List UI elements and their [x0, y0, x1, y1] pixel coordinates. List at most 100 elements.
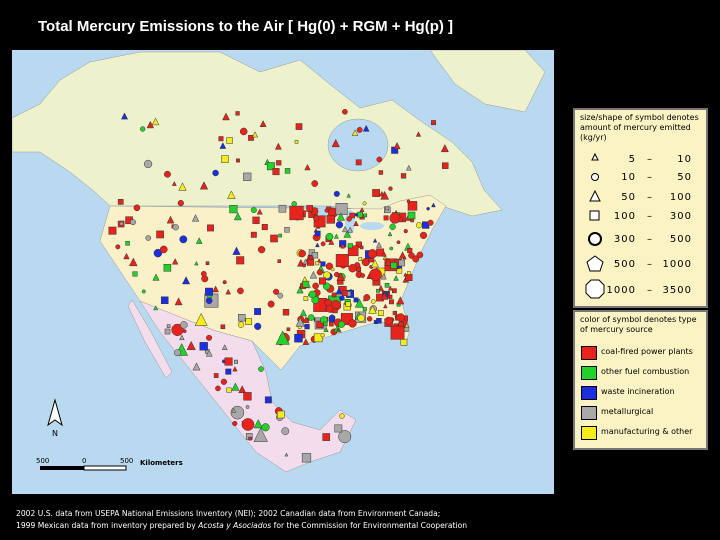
emission-symbol	[332, 308, 338, 314]
emission-symbol	[380, 273, 387, 280]
emission-symbol	[398, 216, 404, 222]
emission-symbol	[339, 413, 345, 419]
emission-symbol	[234, 359, 239, 364]
emission-symbol	[254, 322, 262, 330]
color-label: waste incineration	[601, 387, 675, 396]
emission-symbol	[340, 244, 345, 249]
color-swatch	[581, 346, 597, 360]
emission-symbol	[205, 261, 210, 265]
emission-symbol	[366, 316, 373, 322]
emission-symbol	[338, 320, 346, 328]
emission-symbol	[380, 292, 389, 300]
emission-symbol	[250, 231, 257, 238]
north-arrow	[47, 398, 63, 427]
emission-symbol	[164, 328, 171, 335]
emission-symbol	[304, 163, 311, 171]
emission-symbol	[393, 275, 399, 281]
emission-symbol	[349, 212, 355, 219]
emission-symbol	[328, 238, 335, 245]
title: Total Mercury Emissions to the Air [ Hg(…	[38, 18, 454, 35]
emission-symbol	[245, 318, 253, 325]
emission-symbol	[121, 112, 128, 120]
emission-symbol	[302, 258, 309, 265]
emission-symbol	[333, 324, 342, 333]
emission-symbol	[412, 255, 420, 263]
emission-symbol	[316, 269, 323, 276]
emission-symbol	[342, 108, 348, 115]
emission-symbol	[166, 324, 171, 328]
emission-symbol	[281, 427, 290, 436]
emission-symbol	[253, 427, 268, 442]
size-symbol	[586, 255, 604, 272]
emission-symbol	[236, 158, 240, 163]
emission-symbol	[407, 248, 413, 254]
emission-symbol	[407, 201, 418, 211]
emission-symbol	[253, 419, 263, 429]
emission-symbol	[339, 295, 345, 301]
emission-symbol	[220, 378, 227, 385]
emission-symbol	[225, 368, 232, 375]
emission-symbol	[195, 237, 203, 244]
range-high: 3500	[662, 285, 692, 296]
size-symbol	[585, 279, 605, 299]
emission-symbol	[398, 321, 404, 328]
emission-symbol	[261, 423, 270, 432]
emission-symbol	[304, 324, 310, 330]
emission-symbol	[347, 243, 353, 249]
emission-symbol	[235, 111, 240, 116]
emission-symbol	[354, 298, 364, 308]
emission-symbol	[348, 264, 357, 273]
footer-text: for the Commission for Environmental Coo…	[271, 521, 468, 530]
emission-symbol	[222, 280, 227, 285]
emission-symbol	[278, 204, 287, 213]
emission-symbol	[171, 258, 179, 265]
emission-symbol	[238, 314, 246, 322]
emission-symbol	[231, 407, 237, 413]
emission-symbol	[335, 221, 344, 229]
emission-symbol	[295, 123, 303, 130]
emission-symbol	[284, 227, 290, 233]
emission-symbol	[389, 223, 396, 231]
color-label: coal-fired power plants	[601, 347, 693, 356]
emission-symbol	[129, 257, 138, 267]
emission-symbol	[383, 215, 389, 221]
emission-symbol	[270, 234, 278, 243]
emission-symbol	[145, 235, 152, 241]
emission-symbol	[362, 307, 367, 312]
emission-symbol	[312, 282, 319, 290]
emission-symbol	[236, 256, 245, 265]
emission-symbol	[431, 120, 436, 126]
emission-symbol	[336, 212, 346, 221]
emission-symbol	[302, 338, 310, 345]
emission-symbol	[166, 215, 175, 224]
color-legend: color of symbol denotes type of mercury …	[573, 310, 708, 450]
emission-symbol	[335, 287, 343, 295]
emission-symbol	[315, 242, 320, 248]
emission-symbol	[303, 296, 309, 301]
range-low: 300	[613, 234, 636, 245]
emission-symbol	[219, 142, 227, 149]
emission-symbol	[215, 385, 221, 392]
emission-symbol	[340, 313, 353, 326]
range-dash: –	[647, 172, 653, 183]
emission-symbol	[362, 201, 367, 206]
emission-symbol	[377, 310, 384, 316]
emission-symbol	[343, 230, 352, 238]
emission-symbol	[320, 241, 326, 247]
emission-symbol	[357, 211, 363, 218]
emission-symbol	[396, 313, 405, 322]
emission-symbol	[259, 120, 267, 127]
emission-symbol	[426, 206, 430, 211]
emission-symbol	[178, 182, 187, 191]
emission-symbol	[338, 430, 352, 444]
emission-symbol	[378, 170, 384, 175]
emission-symbol	[212, 169, 219, 177]
emission-symbol	[370, 299, 376, 304]
color-label: manufacturing & other	[601, 427, 693, 436]
scale-label: 0	[82, 457, 86, 465]
range-high: 50	[677, 172, 692, 183]
emission-symbol	[272, 168, 280, 176]
footer-text: Acosta y Asociados	[198, 521, 272, 530]
emission-symbol	[278, 233, 282, 238]
